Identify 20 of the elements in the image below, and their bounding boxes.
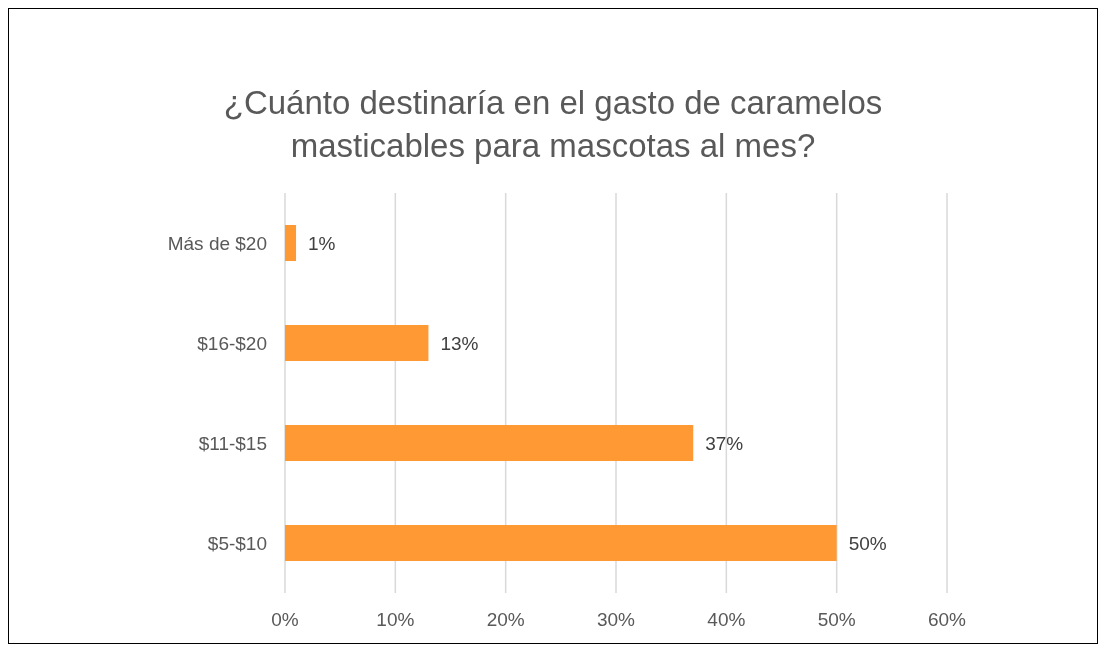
bar [285, 225, 297, 261]
x-tick-label: 60% [927, 609, 967, 631]
bar [285, 525, 837, 561]
data-label: 50% [848, 532, 887, 554]
bar [285, 425, 694, 461]
x-tick-label: 50% [817, 609, 856, 631]
x-tick-label: 20% [486, 609, 525, 631]
chart-title: ¿Cuánto destinaría en el gasto de caramelos masticables para mascotas al mes? [222, 83, 884, 166]
x-tick-label: 40% [707, 609, 746, 631]
y-tick-label: $16-$20 [197, 332, 267, 354]
x-tick-label: 0% [271, 609, 299, 631]
data-label: 37% [705, 432, 744, 454]
y-tick-label: $11-$15 [198, 432, 267, 454]
data-label: 1% [308, 232, 336, 254]
data-label: 13% [440, 332, 479, 354]
x-tick-label: 30% [596, 609, 636, 631]
x-tick-label: 10% [376, 609, 415, 631]
y-tick-label: Más de $20 [167, 232, 267, 254]
bar [285, 325, 429, 361]
y-tick-label: $5-$10 [207, 532, 267, 554]
